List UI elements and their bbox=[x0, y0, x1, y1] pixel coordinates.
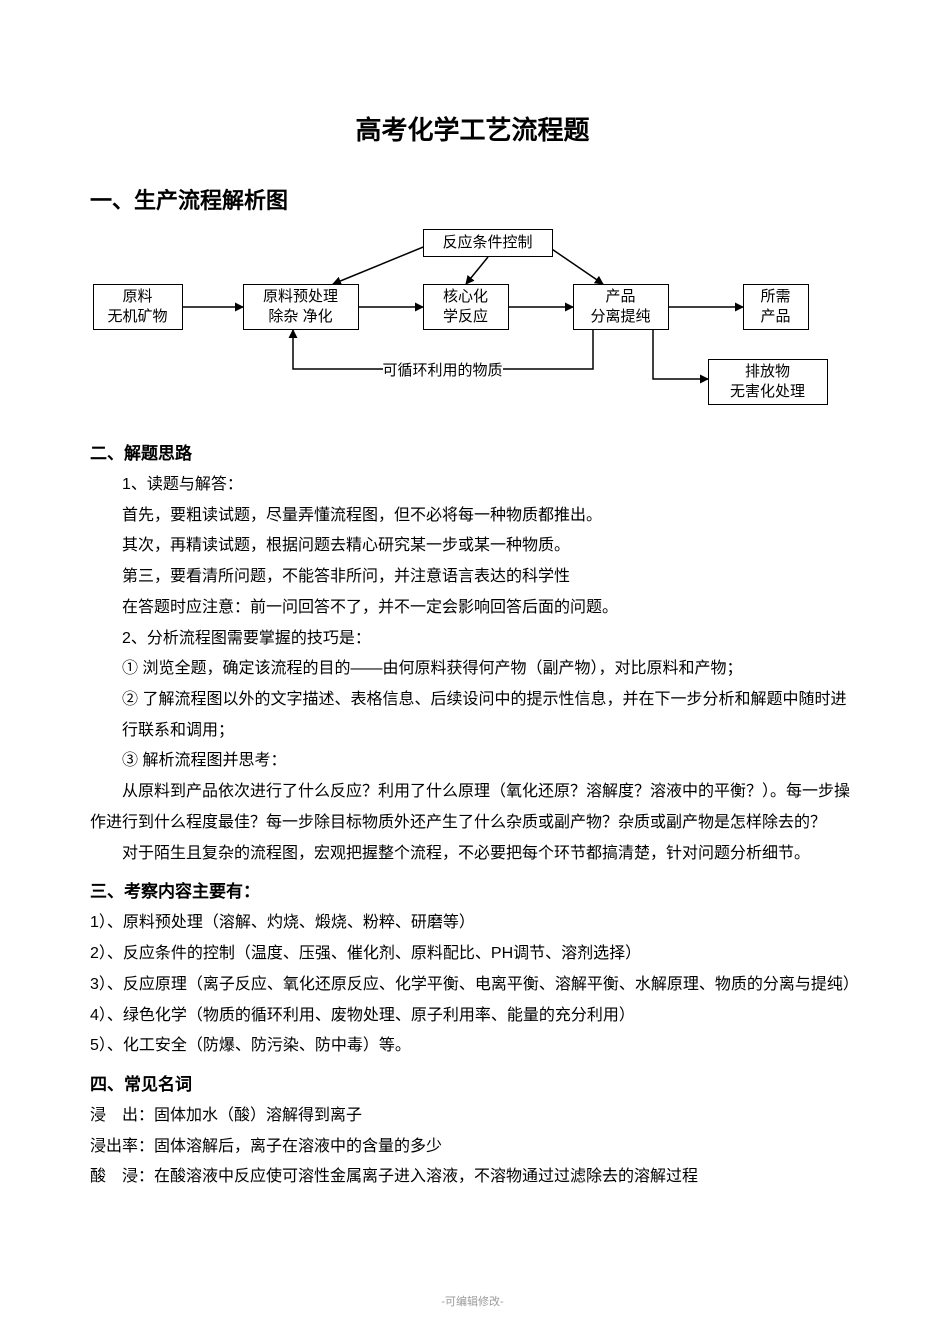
s2-subhead-2: 2、分析流程图需要掌握的技巧是： bbox=[90, 624, 855, 655]
s3-item-5: 5）、化工安全（防爆、防污染、防中毒）等。 bbox=[90, 1031, 855, 1062]
flow-node-n_cond: 反应条件控制 bbox=[423, 229, 553, 257]
flow-node-n_pre: 原料预处理 除杂 净化 bbox=[243, 284, 359, 330]
document-title: 高考化学工艺流程题 bbox=[90, 110, 855, 147]
s3-item-3: 3）、反应原理（离子反应、氧化还原反应、化学平衡、电离平衡、溶解平衡、水解原理、… bbox=[90, 970, 855, 1001]
flow-node-n_waste: 排放物 无害化处理 bbox=[708, 359, 828, 405]
s3-item-4: 4）、绿色化学（物质的循环利用、废物处理、原子利用率、能量的充分利用） bbox=[90, 1001, 855, 1032]
section-4-heading: 四、常见名词 bbox=[90, 1070, 855, 1095]
s2-line-3: 第三，要看清所问题，不能答非所问，并注意语言表达的科学性 bbox=[90, 562, 855, 593]
page-footer: -可编辑修改- bbox=[0, 1293, 945, 1309]
s4-item-3: 酸 浸：在酸溶液中反应使可溶性金属离子进入溶液，不溶物通过过滤除去的溶解过程 bbox=[90, 1162, 855, 1193]
s2-line-4: 在答题时应注意：前一问回答不了，并不一定会影响回答后面的问题。 bbox=[90, 593, 855, 624]
flow-node-n_prod: 产品 分离提纯 bbox=[573, 284, 669, 330]
s2-line-2: 其次，再精读试题，根据问题去精心研究某一步或某一种物质。 bbox=[90, 531, 855, 562]
s2-subhead-1: 1、读题与解答： bbox=[90, 470, 855, 501]
flow-node-n_core: 核心化 学反应 bbox=[423, 284, 509, 330]
flow-node-n_need: 所需 产品 bbox=[743, 284, 809, 330]
page: 高考化学工艺流程题 一、生产流程解析图 原料 无机矿物 原料预处理 除杂 净化 核心… bbox=[0, 0, 945, 1337]
section-1-heading: 一、生产流程解析图 bbox=[90, 183, 855, 215]
s4-item-1: 浸 出：固体加水（酸）溶解得到离子 bbox=[90, 1101, 855, 1132]
section-3-heading: 三、考察内容主要有： bbox=[90, 877, 855, 902]
s3-item-2: 2）、反应条件的控制（温度、压强、催化剂、原料配比、PH调节、溶剂选择） bbox=[90, 939, 855, 970]
section-2-heading: 二、解题思路 bbox=[90, 439, 855, 464]
flow-label-l_recycle: 可循环利用的物质 bbox=[383, 359, 503, 380]
s2-para-2: 对于陌生且复杂的流程图，宏观把握整个流程，不必要把每个环节都搞清楚，针对问题分析… bbox=[90, 839, 855, 870]
s4-item-2: 浸出率：固体溶解后，离子在溶液中的含量的多少 bbox=[90, 1132, 855, 1163]
s2-bullet-2: ② 了解流程图以外的文字描述、表格信息、后续设问中的提示性信息，并在下一步分析和… bbox=[90, 685, 855, 746]
s2-line-1: 首先，要粗读试题，尽量弄懂流程图，但不必将每一种物质都推出。 bbox=[90, 501, 855, 532]
s3-item-1: 1）、原料预处理（溶解、灼烧、煅烧、粉粹、研磨等） bbox=[90, 908, 855, 939]
s2-bullet-3: ③ 解析流程图并思考： bbox=[90, 746, 855, 777]
process-flowchart: 原料 无机矿物 原料预处理 除杂 净化 核心化 学反应 产品 分离提纯 所需 产品 反应条… bbox=[93, 229, 853, 409]
s2-para-1: 从原料到产品依次进行了什么反应？利用了什么原理（氧化还原？溶解度？溶液中的平衡？… bbox=[90, 777, 855, 838]
flow-node-n_raw: 原料 无机矿物 bbox=[93, 284, 183, 330]
s2-bullet-1: ① 浏览全题，确定该流程的目的——由何原料获得何产物（副产物），对比原料和产物； bbox=[90, 654, 855, 685]
